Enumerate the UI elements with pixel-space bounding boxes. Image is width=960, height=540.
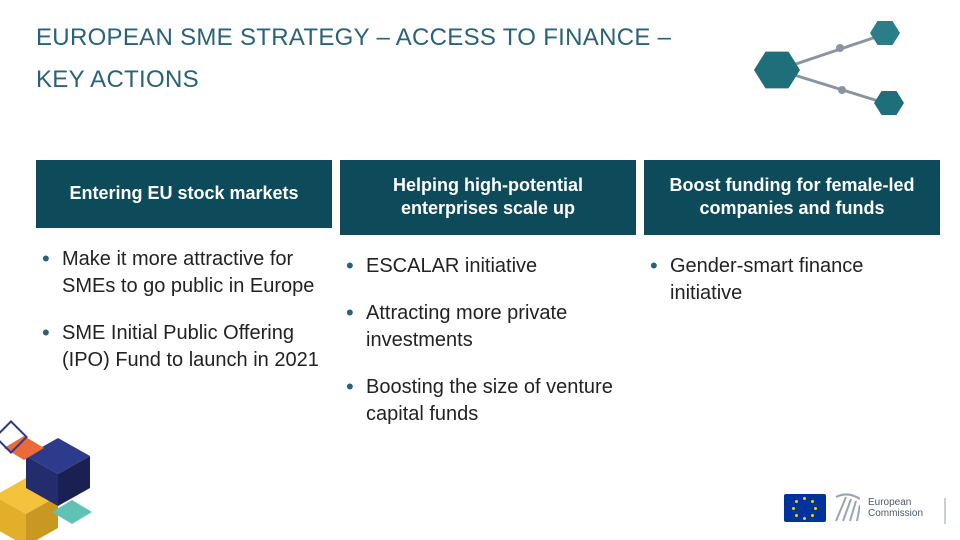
bullet-list: Gender-smart finance initiative: [650, 253, 934, 307]
columns-container: Entering EU stock markets Make it more a…: [36, 160, 940, 448]
title-block: EUROPEAN SME STRATEGY – ACCESS TO FINANC…: [36, 24, 700, 94]
column-body: ESCALAR initiative Attracting more priva…: [340, 235, 636, 448]
list-item: Attracting more private investments: [346, 300, 630, 354]
ec-text-line2: Commission: [868, 508, 923, 519]
list-item: Boosting the size of venture capital fun…: [346, 374, 630, 428]
list-item: SME Initial Public Offering (IPO) Fund t…: [42, 320, 326, 374]
ec-text-line1: European: [868, 497, 923, 508]
list-item: Make it more attractive for SMEs to go p…: [42, 246, 326, 300]
ec-building-icon: [834, 493, 860, 523]
eu-flag-icon: [784, 494, 826, 522]
hex-network-icon: [720, 16, 930, 126]
ec-logo: European Commission: [784, 486, 934, 530]
bullet-list: Make it more attractive for SMEs to go p…: [42, 246, 326, 374]
list-item: ESCALAR initiative: [346, 253, 630, 280]
column-header: Helping high-potential enterprises scale…: [340, 160, 636, 235]
footer-divider: [944, 498, 946, 524]
bullet-list: ESCALAR initiative Attracting more priva…: [346, 253, 630, 428]
title-line-2: KEY ACTIONS: [36, 66, 700, 94]
column-3: Boost funding for female-led companies a…: [644, 160, 940, 448]
column-header: Entering EU stock markets: [36, 160, 332, 228]
column-body: Gender-smart finance initiative: [644, 235, 940, 327]
column-body: Make it more attractive for SMEs to go p…: [36, 228, 332, 394]
list-item: Gender-smart finance initiative: [650, 253, 934, 307]
bottom-left-decoration: [0, 386, 114, 540]
title-line-1: EUROPEAN SME STRATEGY – ACCESS TO FINANC…: [36, 24, 700, 52]
column-header: Boost funding for female-led companies a…: [644, 160, 940, 235]
column-2: Helping high-potential enterprises scale…: [340, 160, 636, 448]
isometric-deco-icon: [0, 386, 134, 540]
ec-logo-text: European Commission: [868, 497, 923, 519]
slide-root: EUROPEAN SME STRATEGY – ACCESS TO FINANC…: [0, 0, 960, 540]
